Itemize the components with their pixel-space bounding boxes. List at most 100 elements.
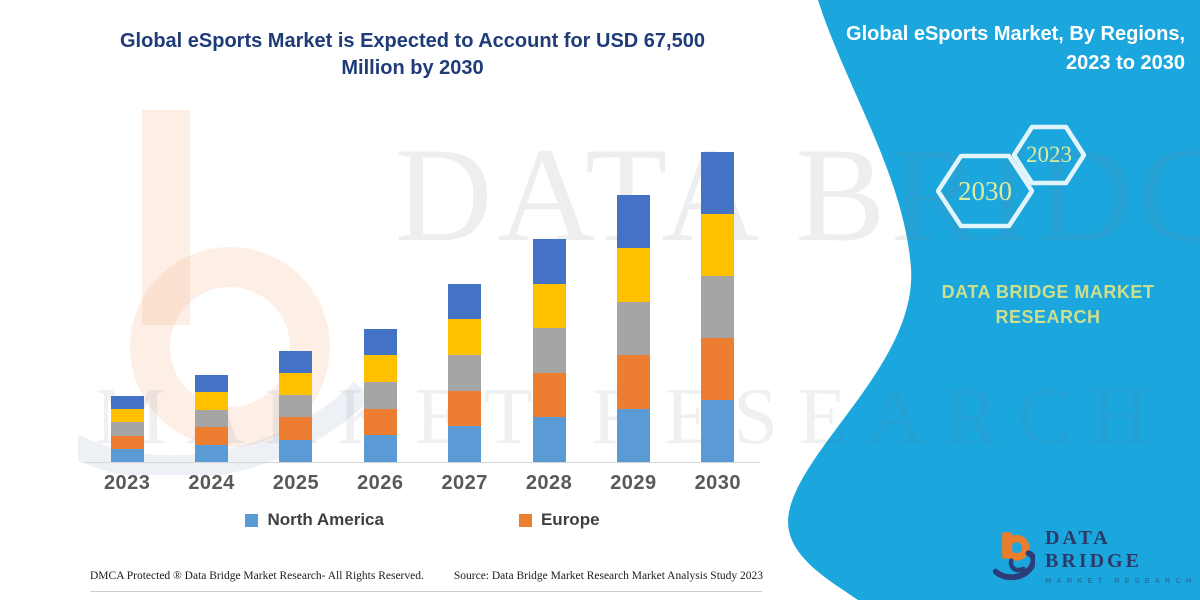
bar-column-2028 — [507, 141, 591, 462]
x-axis-labels: 2023 2024 2025 2026 2027 2028 2029 2030 — [85, 472, 760, 495]
bar-2030 — [701, 151, 735, 462]
bar-2025-segment-europe — [279, 417, 313, 440]
panel-brand-text: DATA BRIDGE MARKET RESEARCH — [888, 280, 1200, 330]
bar-column-2025 — [254, 141, 338, 462]
bar-2025-segment-north-america — [279, 439, 313, 462]
bar-2029-segment-north-america — [616, 408, 650, 462]
bar-2028-segment-series-5 — [532, 239, 566, 284]
bar-2027-segment-series-5 — [448, 283, 482, 320]
bar-2026-segment-series-5 — [363, 328, 397, 356]
hexagon-2023: 2023 — [1011, 124, 1087, 186]
footer-source-text: Source: Data Bridge Market Research Mark… — [453, 570, 764, 582]
hexagon-2030-outline — [935, 153, 1035, 229]
footer-dmca-text: DMCA Protected ® Data Bridge Market Rese… — [90, 570, 424, 582]
x-axis-label-2024: 2024 — [188, 472, 235, 494]
panel-title-line1: Global eSports Market, By Regions, — [846, 23, 1185, 45]
logo-b-icon — [993, 532, 1036, 581]
bar-column-2026 — [338, 141, 422, 462]
bar-2026-segment-europe — [363, 408, 397, 436]
bar-2029-segment-series-4 — [616, 248, 650, 302]
bar-2024-segment-europe — [195, 427, 229, 445]
bar-2029-segment-europe — [616, 355, 650, 409]
bar-2028-segment-europe — [532, 372, 566, 418]
hexagon-2030-label: 2030 — [958, 175, 1012, 206]
chart-title-line1: Global eSports Market is Expected to Acc… — [120, 30, 705, 52]
hexagon-2023-label: 2023 — [1026, 142, 1072, 167]
bar-2029-segment-series-3 — [616, 301, 650, 355]
bar-2024 — [195, 374, 229, 462]
stacked-bar-chart: 2023 2024 2025 2026 2027 2028 2029 2030 — [85, 141, 760, 495]
footer-divider-line — [90, 591, 762, 592]
legend-swatch-europe — [518, 513, 532, 527]
bar-2025-segment-series-4 — [279, 372, 313, 396]
bar-2030-segment-north-america — [701, 399, 735, 462]
bar-2029 — [616, 194, 650, 462]
bar-2027-segment-north-america — [448, 426, 482, 462]
bar-2030-segment-europe — [701, 337, 735, 400]
x-axis-label-2027: 2027 — [441, 472, 488, 494]
bar-2026 — [363, 328, 397, 462]
x-axis-label-2025: 2025 — [272, 472, 320, 494]
bar-2030-segment-series-4 — [701, 213, 735, 276]
bar-2026-segment-series-4 — [363, 355, 397, 382]
chart-title-line2: Million by 2030 — [341, 57, 484, 79]
bar-2025-segment-series-5 — [279, 350, 313, 373]
footer: DMCA Protected ® Data Bridge Market Rese… — [90, 570, 790, 582]
company-logo: DATA BRIDGE MARKET RESEARCH — [993, 527, 1200, 585]
legend-swatch-north-america — [245, 513, 259, 527]
bar-2030-segment-series-5 — [701, 151, 735, 214]
bar-2028-segment-series-4 — [532, 283, 566, 329]
bar-2026-segment-north-america — [363, 435, 397, 462]
bar-column-2030 — [676, 141, 760, 462]
bar-column-2023 — [85, 141, 169, 462]
x-axis-label-2030: 2030 — [694, 472, 742, 494]
bar-2025-segment-series-3 — [279, 395, 313, 418]
bar-2027 — [448, 283, 482, 462]
bar-2030-segment-series-3 — [701, 275, 735, 338]
bar-column-2029 — [591, 141, 675, 462]
bar-2023-segment-north-america — [110, 448, 144, 462]
bar-2023-segment-series-5 — [110, 396, 144, 410]
legend-item-north-america: North America — [245, 510, 384, 530]
panel-title: Global eSports Market, By Regions, 2023 … — [805, 20, 1185, 78]
chart-plot-area — [85, 141, 760, 463]
hexagon-2030: 2030 — [935, 152, 1035, 230]
x-axis-label-2029: 2029 — [610, 472, 657, 494]
legend-label-europe: Europe — [540, 510, 600, 529]
x-axis-label-2023: 2023 — [103, 472, 151, 494]
bar-2028-segment-north-america — [532, 417, 566, 462]
bar-2023-segment-series-3 — [110, 422, 144, 436]
chart-legend: North America Europe — [85, 510, 760, 530]
logo-wordmark: DATA BRIDGE MARKET RESEARCH — [1045, 527, 1200, 585]
panel-title-line2: 2023 to 2030 — [1066, 52, 1185, 74]
bar-2029-segment-series-5 — [616, 194, 650, 248]
bar-column-2024 — [169, 141, 253, 462]
bar-2028-segment-series-3 — [532, 328, 566, 373]
bar-2027-segment-europe — [448, 390, 482, 427]
x-axis-label-2026: 2026 — [357, 472, 404, 494]
bar-2028 — [532, 239, 566, 462]
logo-b-watermark — [78, 110, 368, 475]
panel-brand-line1: DATA BRIDGE MARKET — [941, 282, 1155, 302]
bar-2024-segment-north-america — [195, 444, 229, 462]
logo-text-market-research: MARKET RESEARCH — [1045, 576, 1197, 585]
bar-2023 — [110, 396, 144, 462]
hexagon-2023-outline — [1011, 124, 1087, 186]
bar-2023-segment-series-4 — [110, 409, 144, 423]
bar-column-2027 — [423, 141, 507, 462]
bar-2024-segment-series-3 — [195, 409, 229, 427]
chart-title: Global eSports Market is Expected to Acc… — [85, 28, 740, 82]
bar-2023-segment-europe — [110, 435, 144, 449]
x-axis-label-2028: 2028 — [525, 472, 573, 494]
teal-panel-shape — [788, 0, 1200, 600]
bar-2026-segment-series-3 — [363, 381, 397, 409]
bar-2025 — [279, 350, 313, 462]
bar-2027-segment-series-4 — [448, 319, 482, 355]
legend-item-europe: Europe — [518, 510, 600, 530]
legend-label-north-america: North America — [267, 510, 384, 529]
logo-text-data-bridge: DATA BRIDGE — [1045, 527, 1142, 572]
bar-2027-segment-series-3 — [448, 354, 482, 391]
panel-brand-line2: RESEARCH — [995, 307, 1101, 327]
